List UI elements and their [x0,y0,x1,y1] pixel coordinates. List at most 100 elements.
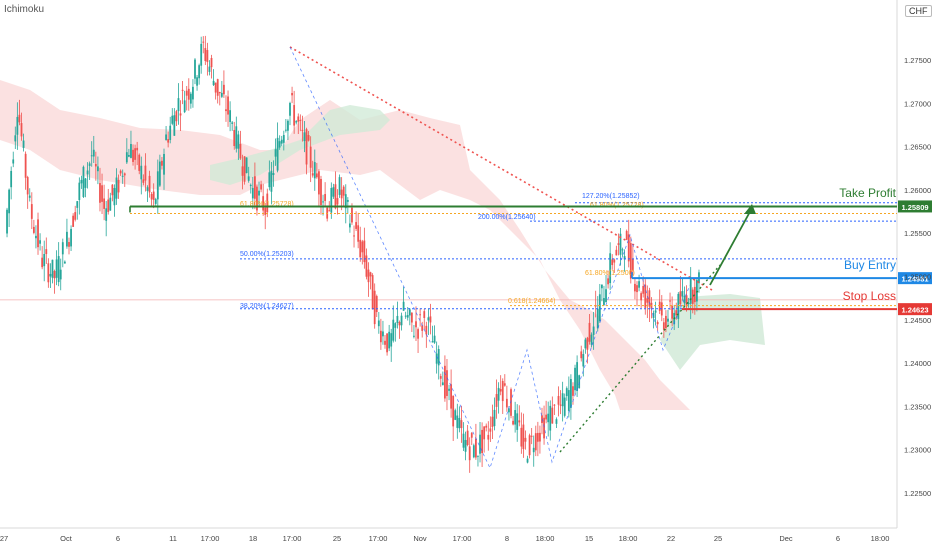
candle-body [355,222,357,229]
candle-body [578,375,581,389]
candle-body [691,289,694,304]
candle-body [284,129,287,131]
candle-body [481,429,483,454]
candle-body [621,249,624,251]
candle-body [276,137,279,171]
candle-body [693,286,696,303]
candle-body [249,184,252,186]
candle-body [45,249,48,255]
candle-body [334,184,337,209]
candle-body [297,116,300,122]
candle-body [598,294,601,322]
candle-body [107,199,110,212]
indicator-label[interactable]: Ichimoku [4,4,45,15]
candle-body [600,284,603,289]
candle-body [82,166,85,197]
x-tick-label: 17:00 [283,534,302,543]
candle-body [466,430,469,445]
x-tick-label: 25 [333,534,341,543]
candle-body [51,259,54,278]
candle-body [627,234,630,262]
candle-body [499,389,502,392]
candle-body [361,241,364,253]
candle-body [654,310,657,313]
candle-body [392,319,395,341]
currency-badge[interactable]: CHF [905,5,932,17]
candle-body [130,144,132,158]
candle-body [679,291,682,305]
candle-body [369,272,372,277]
candle-body [367,269,370,283]
candle-body [460,420,463,429]
x-tick-label: Dec [779,534,793,543]
candle-body [311,173,314,176]
candle-body [555,419,558,424]
x-tick-label: 17:00 [369,534,388,543]
candle-body [134,148,136,160]
candle-body [61,242,64,255]
candle-body [330,187,333,213]
fib-label: 127.20%(1.25852) [582,193,640,200]
candle-body [173,115,176,136]
candle-body [268,172,271,188]
x-tick-label: 17:00 [453,534,472,543]
rising-trendline [559,264,721,453]
fib-label: 200.00%(1.25640) [478,214,536,221]
candle-body [390,333,393,347]
candle-body [20,123,23,137]
candle-body [613,259,616,263]
buy-entry-label: Buy Entry [844,258,896,272]
candle-body [39,240,41,244]
candle-body [559,404,562,406]
candle-body [262,196,265,211]
candle-body [359,239,362,258]
candle-body [346,199,349,202]
candle-body [382,331,384,337]
candle-body [289,102,291,116]
candle-body [567,390,570,411]
candle-body [349,223,351,228]
cloud-bull-band-right [660,294,765,370]
x-tick-label: 18:00 [536,534,555,543]
candle-body [590,334,593,345]
candle-body [634,283,636,292]
candle-body [400,315,403,326]
candle-body [208,66,211,72]
candle-body [307,135,310,141]
take-profit-label: Take Profit [839,186,896,200]
candle-body [419,314,422,316]
candle-body [472,445,475,458]
candle-body [70,228,72,247]
x-tick-label: 15 [585,534,593,543]
candle-body [92,149,95,157]
candle-body [86,170,89,175]
candle-body [687,302,690,305]
candle-body [204,48,207,62]
candle-body [154,199,157,204]
candle-body [586,337,589,350]
candle-body [187,88,190,100]
candle-body [315,173,318,178]
swing-legs [289,46,691,470]
candle-body [557,396,560,405]
candle-body [413,335,415,337]
candle-body [580,351,583,359]
candle-body [220,92,223,97]
candle-body [565,388,568,397]
candle-body [123,173,126,176]
candles [6,35,700,473]
fib-label: 61.80%(1.2500) [585,270,635,277]
candle-body [165,134,167,140]
candle-body [8,189,10,214]
candle-body [384,340,386,345]
candle-body [487,434,490,440]
candle-body [446,370,448,396]
stop-loss-price-value: 1.24623 [901,306,928,315]
candle-body [156,171,159,200]
candle-body [309,146,312,168]
candle-body [30,204,33,219]
candle-body [553,404,556,406]
fib-label: 50.00%(1.25203) [240,251,294,258]
candle-body [681,291,684,297]
